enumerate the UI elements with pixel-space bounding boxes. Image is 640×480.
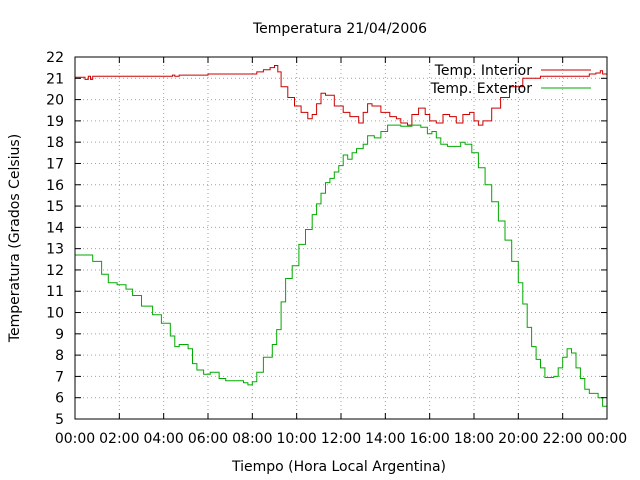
x-tick-label: 20:00 xyxy=(498,431,538,447)
y-tick-label: 5 xyxy=(55,412,64,428)
y-tick-label: 10 xyxy=(46,306,64,322)
x-axis-label: Tiempo (Hora Local Argentina) xyxy=(231,459,446,475)
x-axis-ticks: 00:00 02:00 04:00 06:00 08:00 10:00 12:00 14:00… xyxy=(55,57,627,447)
y-tick-label: 14 xyxy=(46,220,64,236)
chart-title: Temperatura 21/04/2006 xyxy=(252,21,427,37)
x-tick-label: 12:00 xyxy=(321,431,361,447)
x-tick-label: 02:00 xyxy=(99,431,139,447)
y-axis-label: Temperatura (Grados Celsius) xyxy=(7,134,23,343)
series-line-1 xyxy=(75,124,608,419)
y-axis-ticks: 5 6 7 8 9 10 11 12 13 14 15 16 17 18 19 20 21 22 xyxy=(46,50,607,428)
x-tick-label: 10:00 xyxy=(276,431,316,447)
x-tick-label: 04:00 xyxy=(143,431,183,447)
x-tick-label: 14:00 xyxy=(365,431,405,447)
y-tick-label: 7 xyxy=(55,369,64,385)
x-tick-label: 00:00 xyxy=(55,431,95,447)
x-tick-label: 18:00 xyxy=(454,431,494,447)
series-line-0 xyxy=(75,65,608,126)
y-tick-label: 22 xyxy=(46,50,64,66)
y-tick-label: 6 xyxy=(55,391,64,407)
y-tick-label: 13 xyxy=(46,242,64,258)
y-tick-label: 11 xyxy=(46,284,64,300)
x-tick-label: 22:00 xyxy=(542,431,582,447)
grid xyxy=(75,57,607,419)
x-tick-label: 06:00 xyxy=(188,431,228,447)
y-tick-label: 18 xyxy=(46,135,64,151)
legend-label: Temp. Exterior xyxy=(430,81,533,97)
y-tick-label: 21 xyxy=(46,71,64,87)
y-tick-label: 15 xyxy=(46,199,64,215)
y-tick-label: 12 xyxy=(46,263,64,279)
y-tick-label: 20 xyxy=(46,93,64,109)
x-tick-label: 16:00 xyxy=(409,431,449,447)
legend: Temp. Interior Temp. Exterior xyxy=(430,63,591,97)
y-tick-label: 19 xyxy=(46,114,64,130)
y-tick-label: 8 xyxy=(55,348,64,364)
x-tick-label: 00:00 xyxy=(587,431,627,447)
legend-label: Temp. Interior xyxy=(434,63,533,79)
y-tick-label: 9 xyxy=(55,327,64,343)
series-lines xyxy=(75,65,608,419)
x-tick-label: 08:00 xyxy=(232,431,272,447)
y-tick-label: 16 xyxy=(46,178,64,194)
y-tick-label: 17 xyxy=(46,156,64,172)
